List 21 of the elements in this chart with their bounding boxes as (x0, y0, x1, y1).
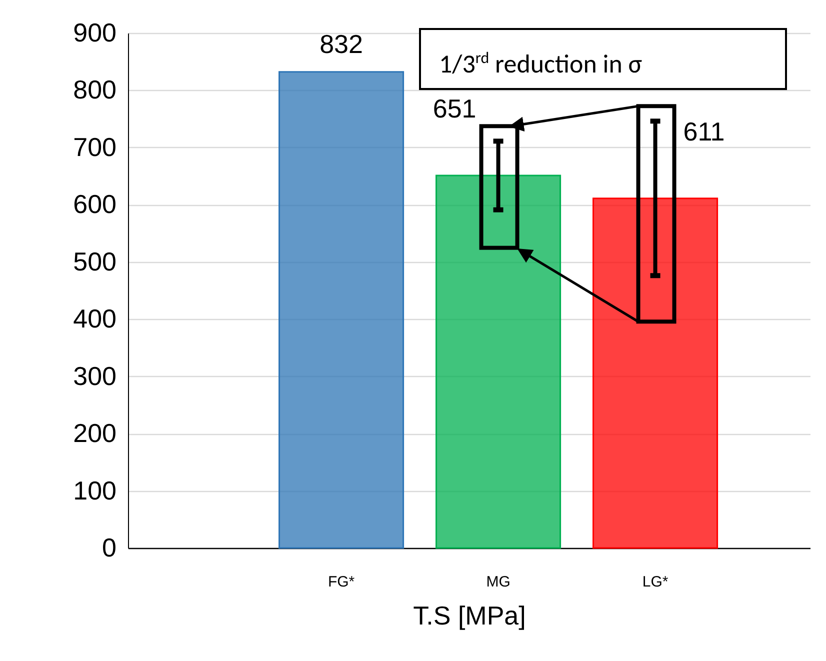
y-tick-label: 800 (73, 74, 116, 105)
x-tick-label: FG* (328, 574, 355, 590)
y-tick-label: 400 (73, 304, 116, 334)
x-tick-label: MG (486, 574, 510, 590)
y-tick-label: 100 (73, 475, 116, 506)
y-tick-label: 0 (102, 532, 116, 562)
bar (278, 71, 404, 549)
bar (592, 198, 718, 549)
y-tick-label: 300 (73, 360, 116, 391)
y-tick-label: 200 (73, 418, 116, 448)
x-tick-label: LG* (642, 574, 668, 590)
y-tick-label: 700 (73, 132, 116, 162)
bar (436, 174, 562, 549)
y-tick-label: 900 (73, 18, 116, 48)
data-label: 611 (683, 116, 725, 146)
y-tick-label: 500 (73, 246, 116, 276)
y-tick-label: 600 (73, 189, 116, 220)
x-axis-title: T.S [MPa] (413, 600, 526, 630)
data-label: 832 (320, 28, 363, 59)
note-box: 1/3$^{rd}$ reduction in σ (419, 28, 787, 90)
data-label: 651 (432, 93, 476, 124)
